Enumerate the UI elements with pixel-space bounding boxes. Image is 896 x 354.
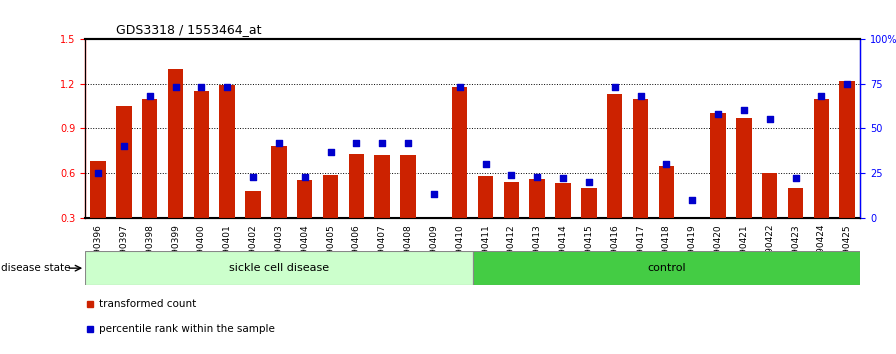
Text: transformed count: transformed count xyxy=(99,299,196,309)
Bar xyxy=(840,81,855,218)
Point xyxy=(323,149,338,154)
Bar xyxy=(297,181,313,218)
Point xyxy=(556,176,570,181)
Bar xyxy=(788,188,804,218)
Bar xyxy=(814,98,829,218)
Point xyxy=(478,161,493,167)
Bar xyxy=(375,155,390,218)
Point xyxy=(737,108,751,113)
Bar xyxy=(271,146,287,218)
Point xyxy=(840,81,855,86)
Point xyxy=(530,174,545,179)
Bar xyxy=(737,118,752,218)
Bar xyxy=(168,69,184,218)
Point xyxy=(504,172,519,178)
Point xyxy=(633,93,648,99)
Bar xyxy=(762,173,778,218)
Bar xyxy=(323,175,339,218)
Point xyxy=(90,170,105,176)
Bar xyxy=(582,188,597,218)
Bar xyxy=(473,251,860,285)
Bar xyxy=(194,91,209,218)
Bar xyxy=(452,87,468,218)
Point xyxy=(814,93,829,99)
Point xyxy=(607,84,622,90)
Point xyxy=(168,84,183,90)
Point xyxy=(401,140,415,145)
Text: control: control xyxy=(647,263,685,273)
Bar xyxy=(142,98,158,218)
Point xyxy=(271,140,286,145)
Point xyxy=(297,174,312,179)
Point xyxy=(711,111,725,117)
Bar xyxy=(607,94,623,218)
Bar xyxy=(246,191,261,218)
Point xyxy=(659,161,674,167)
Text: percentile rank within the sample: percentile rank within the sample xyxy=(99,324,274,334)
Text: GDS3318 / 1553464_at: GDS3318 / 1553464_at xyxy=(116,23,262,36)
Point xyxy=(220,84,235,90)
Bar xyxy=(90,161,106,218)
Point xyxy=(685,197,700,202)
Point xyxy=(116,143,131,149)
Point xyxy=(582,179,596,185)
Point xyxy=(788,176,803,181)
Bar xyxy=(711,113,726,218)
Bar xyxy=(556,183,571,218)
Point xyxy=(426,192,441,197)
Bar xyxy=(530,179,545,218)
Bar xyxy=(85,251,473,285)
Point xyxy=(452,84,467,90)
Bar xyxy=(659,166,674,218)
Bar xyxy=(633,98,649,218)
Point xyxy=(349,140,364,145)
Bar xyxy=(116,106,132,218)
Bar xyxy=(504,182,519,218)
Point xyxy=(246,174,260,179)
Point xyxy=(194,84,209,90)
Point xyxy=(762,116,777,122)
Bar xyxy=(349,154,364,218)
Text: disease state: disease state xyxy=(1,263,71,273)
Point xyxy=(375,140,390,145)
Bar xyxy=(478,176,494,218)
Text: sickle cell disease: sickle cell disease xyxy=(228,263,329,273)
Bar xyxy=(220,85,235,218)
Bar xyxy=(401,155,416,218)
Point xyxy=(142,93,157,99)
